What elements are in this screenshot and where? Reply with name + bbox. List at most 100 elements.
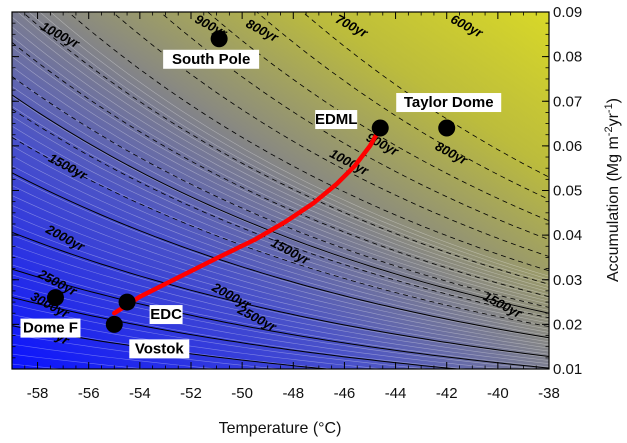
y-axis-title-sup-2: -1	[603, 103, 615, 113]
site-label: EDC	[150, 306, 182, 323]
dashed-contour-line	[12, 108, 549, 319]
y-axis-title-close: )	[605, 98, 622, 103]
fine-contour-line	[12, 254, 549, 364]
fine-contour-line	[12, 224, 549, 355]
y-axis-title-unit: yr	[605, 112, 622, 126]
y-tick-label: 0.06	[553, 138, 582, 155]
solid-contour-lines	[12, 94, 549, 369]
dashed-contour-line	[159, 12, 549, 240]
site-marker	[371, 119, 389, 137]
x-tick-label: -58	[27, 385, 49, 402]
fine-contour-line	[12, 56, 549, 302]
solid-contour-line	[12, 325, 332, 369]
site-marker	[105, 315, 123, 333]
dashed-contour-line	[207, 12, 549, 222]
site-label-box	[20, 318, 81, 338]
sites-group: South Pole EDML Taylor Dome Dome F EDC Vostok	[20, 30, 502, 359]
site-marker	[210, 30, 228, 48]
site-label-box	[163, 49, 260, 69]
site-label-box	[129, 339, 190, 359]
fine-contour-line	[12, 264, 549, 368]
site-label: Dome F	[23, 320, 78, 337]
trajectory-line	[112, 125, 383, 316]
fine-contour-line	[12, 16, 549, 289]
x-tick-label: -50	[231, 385, 253, 402]
fine-contour-line	[12, 185, 549, 343]
y-tick-label: 0.03	[553, 272, 582, 289]
site-marker	[118, 293, 136, 311]
fine-contour-line	[12, 274, 544, 369]
x-tick-label: -48	[282, 385, 304, 402]
y-axis-title: Accumulation (Mg m-2yr-1)	[603, 98, 622, 282]
fine-contour-line	[12, 334, 283, 369]
fine-contour-line	[12, 86, 549, 311]
fine-contour-line	[12, 135, 549, 327]
solid-contour-line	[12, 172, 549, 339]
fine-contour-line	[12, 353, 149, 369]
fine-contour-line	[12, 66, 549, 305]
fine-contour-line	[50, 12, 549, 277]
y-axis: 0.01 0.02 0.03 0.04 0.05 0.06 0.07 0.08 0.09	[12, 4, 582, 378]
site-marker	[438, 119, 456, 137]
x-tick-label: -52	[180, 385, 202, 402]
x-tick-label: -42	[436, 385, 458, 402]
fine-contour-line	[12, 244, 549, 361]
x-tick-label: -40	[487, 385, 509, 402]
site-label: South Pole	[172, 51, 250, 68]
x-axis: -58 -56 -54 -52 -50 -48 -46 -44 -42 -40 -38	[11, 12, 560, 402]
fine-contour-line	[12, 284, 509, 369]
fine-contour-line	[39, 12, 549, 280]
fine-contour-line	[17, 12, 549, 286]
fine-contour-line	[12, 155, 549, 333]
fine-contour-line	[12, 125, 549, 324]
y-tick-label: 0.09	[553, 4, 582, 21]
fine-contour-line	[12, 165, 549, 336]
y-tick-label: 0.04	[553, 227, 582, 244]
fine-contour-line	[12, 343, 221, 369]
x-tick-label: -44	[385, 385, 407, 402]
solid-contour-line	[12, 94, 549, 314]
plot-background	[12, 12, 549, 369]
fine-contour-line	[12, 234, 549, 358]
x-tick-label: -38	[538, 385, 560, 402]
y-tick-label: 0.01	[553, 361, 582, 378]
y-tick-label: 0.02	[553, 316, 582, 333]
site-label: Vostok	[135, 340, 185, 357]
x-tick-label: -46	[334, 385, 356, 402]
fine-contour-line	[12, 324, 338, 369]
solid-contour-line	[12, 268, 549, 369]
y-axis-title-sup-1: -2	[603, 126, 615, 136]
solid-contour-line	[12, 297, 462, 369]
fine-contour-line	[12, 36, 549, 296]
dashed-contour-line	[12, 137, 549, 327]
x-tick-label: -54	[129, 385, 151, 402]
fine-contour-line	[12, 145, 549, 330]
fine-contour-line	[12, 195, 549, 346]
site-label-box	[315, 110, 358, 130]
site-marker	[46, 289, 64, 307]
fine-contour-line	[12, 106, 549, 318]
y-tick-label: 0.07	[553, 93, 582, 110]
x-axis-title: Temperature (°C)	[219, 420, 342, 437]
dashed-contour-line	[12, 42, 549, 298]
fine-contour-line	[28, 12, 549, 283]
site-label-box	[149, 305, 183, 325]
trajectory-group	[112, 125, 383, 316]
site-label: Taylor Dome	[404, 94, 494, 111]
dashed-contour-line	[67, 12, 549, 272]
fine-contour-line	[12, 26, 549, 293]
fine-contour-line	[12, 46, 549, 299]
site-label: EDML	[315, 111, 358, 128]
site-label-box	[396, 93, 502, 113]
fine-contour-line	[12, 215, 549, 352]
fine-contour-line	[12, 304, 431, 369]
fine-contour-lines	[12, 12, 549, 369]
y-axis-title-main: Accumulation (Mg m	[605, 136, 622, 282]
fine-contour-line	[12, 175, 549, 339]
dashed-contour-line	[21, 12, 549, 285]
y-tick-label: 0.08	[553, 49, 582, 66]
y-tick-label: 0.05	[553, 183, 582, 200]
fine-contour-line	[12, 314, 386, 369]
dashed-contour-line	[302, 12, 549, 178]
